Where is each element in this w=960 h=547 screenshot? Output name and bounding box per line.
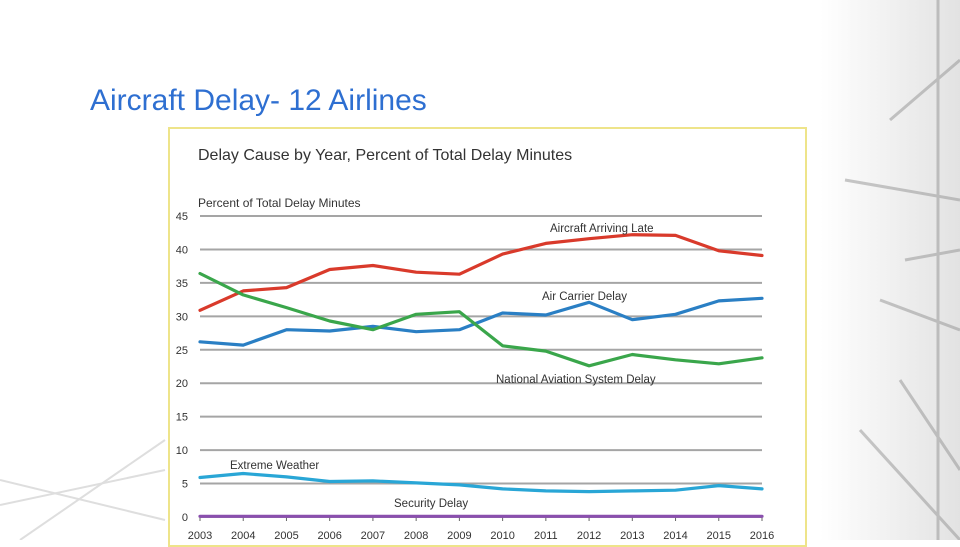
y-tick-35: 35 — [176, 278, 188, 290]
x-tick-2005: 2005 — [274, 530, 298, 542]
chart-frame: Delay Cause by Year, Percent of Total De… — [168, 127, 807, 547]
y-tick-25: 25 — [176, 345, 188, 357]
y-tick-40: 40 — [176, 244, 188, 256]
series-label-extreme-weather: Extreme Weather — [230, 460, 319, 472]
y-tick-0: 0 — [182, 512, 188, 524]
x-tick-2011: 2011 — [534, 530, 558, 542]
series-label-aircraft-arriving-late: Aircraft Arriving Late — [550, 223, 654, 235]
y-tick-45: 45 — [176, 211, 188, 223]
x-tick-2014: 2014 — [663, 530, 687, 542]
x-tick-2003: 2003 — [188, 530, 212, 542]
x-tick-2004: 2004 — [231, 530, 255, 542]
x-tick-2010: 2010 — [490, 530, 514, 542]
x-tick-2007: 2007 — [361, 530, 385, 542]
y-axis-label: Percent of Total Delay Minutes — [198, 196, 361, 210]
y-tick-10: 10 — [176, 445, 188, 457]
slide-title: Aircraft Delay- 12 Airlines — [90, 84, 427, 117]
y-tick-5: 5 — [182, 479, 188, 491]
series-line-national-aviation-system-delay — [198, 271, 764, 368]
series-line-extreme-weather — [198, 471, 764, 494]
series-line-aircraft-arriving-late — [198, 233, 764, 312]
series-label-national-aviation-system-delay: National Aviation System Delay — [496, 374, 656, 386]
x-tick-2008: 2008 — [404, 530, 428, 542]
line-chart: Delay Cause by Year, Percent of Total De… — [176, 147, 774, 542]
series-line-air-carrier-delay — [198, 296, 764, 347]
x-tick-2013: 2013 — [620, 530, 644, 542]
y-tick-15: 15 — [176, 412, 188, 424]
series-label-security-delay: Security Delay — [394, 498, 468, 510]
x-tick-2012: 2012 — [577, 530, 601, 542]
series-label-air-carrier-delay: Air Carrier Delay — [542, 291, 627, 303]
y-tick-20: 20 — [176, 378, 188, 390]
x-tick-2006: 2006 — [317, 530, 341, 542]
x-tick-2015: 2015 — [707, 530, 731, 542]
chart-title: Delay Cause by Year, Percent of Total De… — [198, 147, 572, 164]
x-tick-2009: 2009 — [447, 530, 471, 542]
y-tick-30: 30 — [176, 311, 188, 323]
x-tick-2016: 2016 — [750, 530, 774, 542]
